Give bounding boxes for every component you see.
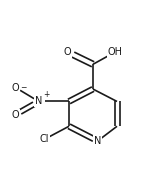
Text: O: O [64,47,71,57]
Text: +: + [43,91,49,99]
Text: Cl: Cl [39,134,49,144]
Text: O: O [12,83,19,93]
Text: −: − [20,83,26,92]
Text: N: N [94,136,101,146]
Text: OH: OH [108,47,123,57]
Text: O: O [12,110,19,120]
Text: N: N [35,96,42,106]
